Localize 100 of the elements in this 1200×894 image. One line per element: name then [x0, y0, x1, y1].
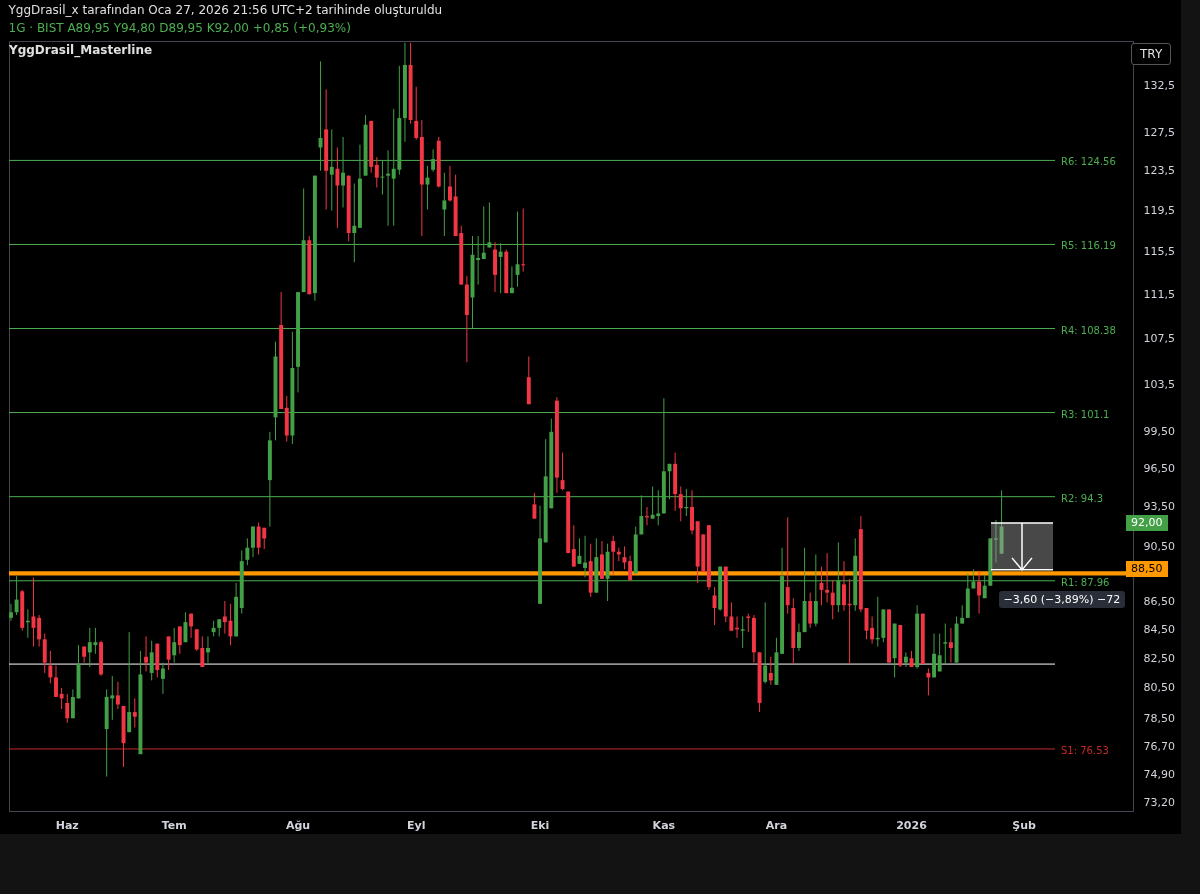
candlestick [903, 651, 908, 668]
candlestick [960, 604, 965, 625]
candlestick [48, 650, 53, 684]
candlestick [639, 494, 644, 535]
y-tick-label: 115,5 [1143, 245, 1175, 259]
x-tick-label: Eki [530, 818, 550, 832]
candlestick [183, 611, 188, 643]
candlestick [115, 681, 120, 710]
ref-line-label: R6: 124.56 [1061, 156, 1116, 168]
candlestick [374, 156, 379, 188]
candlestick [729, 601, 734, 632]
x-tick-label: Ara [765, 818, 788, 832]
candlestick [611, 535, 616, 576]
candlestick [127, 631, 132, 733]
candlestick [189, 613, 194, 639]
candlestick [318, 60, 323, 172]
y-tick-label: 80,50 [1143, 681, 1175, 695]
candlestick [132, 697, 137, 729]
band-label: 88,50 [1126, 561, 1168, 578]
candlestick [948, 627, 953, 664]
x-tick-label: 2026 [896, 818, 928, 832]
candlestick [487, 201, 492, 248]
candlestick [937, 633, 942, 672]
candlestick [481, 205, 486, 260]
candlestick [251, 526, 255, 558]
candlestick [943, 623, 948, 665]
candlestick [813, 553, 818, 627]
y-tick-label: 96,50 [1143, 462, 1175, 476]
candlestick [842, 560, 846, 612]
y-tick-label: 103,5 [1143, 377, 1175, 391]
candlestick [819, 566, 824, 606]
candlestick [245, 537, 250, 566]
candlestick [149, 640, 154, 681]
candlestick [628, 555, 633, 581]
candlestick [442, 172, 447, 237]
candlestick [740, 615, 745, 649]
ref-line-label: R3: 101.1 [1061, 408, 1110, 420]
candlestick [54, 665, 58, 698]
candlestick [9, 603, 13, 622]
y-tick-label: 132,5 [1143, 79, 1175, 93]
candlestick [42, 633, 47, 674]
y-tick-label: 107,5 [1143, 331, 1175, 345]
candlestick [571, 524, 576, 568]
y-tick-label: 90,50 [1143, 539, 1175, 553]
ref-line-label: S1: 76.53 [1061, 744, 1109, 756]
candlestick [329, 128, 334, 212]
candlestick [448, 165, 452, 202]
y-tick-label: 74,90 [1143, 768, 1175, 782]
candlestick [166, 635, 171, 671]
candlestick [870, 615, 875, 645]
x-tick-label: Şub [1012, 818, 1037, 832]
candlestick [380, 159, 385, 195]
chart-subtitle: 1G · BIST A89,95 Y94,80 D89,95 K92,00 +0,85 (+0,93%) [8, 21, 351, 35]
annotation: 92,00 [1126, 514, 1168, 531]
candlestick [172, 627, 177, 664]
candlestick [14, 575, 19, 616]
candlestick [70, 688, 75, 719]
y-tick-label: 86,50 [1143, 594, 1175, 608]
candlestick [341, 136, 346, 208]
ref-line-label: R2: 94.3 [1061, 492, 1104, 504]
ref-line-label: R1: 87.96 [1061, 576, 1110, 588]
candlestick [768, 656, 773, 686]
candlestick [808, 592, 813, 629]
candlestick [498, 242, 503, 294]
candlestick [583, 535, 588, 578]
y-tick-label: 78,50 [1143, 711, 1175, 725]
candlestick [37, 614, 42, 648]
candlestick [785, 516, 790, 615]
candlestick [577, 537, 582, 565]
candlestick [993, 519, 998, 564]
candlestick [509, 265, 514, 294]
candlestick [825, 552, 830, 603]
x-tick-label: Haz [55, 818, 79, 832]
x-tick-label: Tem [161, 818, 187, 832]
y-tick-label: 127,5 [1143, 125, 1175, 139]
annotation: YggDrasil_Masterline [9, 43, 153, 57]
candlestick [431, 148, 436, 173]
y-tick-label: 93,50 [1143, 500, 1175, 514]
candlestick [144, 635, 149, 672]
ref-line-label: R4: 108.38 [1061, 324, 1116, 336]
candlestick [763, 601, 768, 684]
y-tick-label: 123,5 [1143, 164, 1175, 178]
y-tick-label: 82,50 [1143, 651, 1175, 665]
annotation: −3,60 (−3,89%) −72 [998, 591, 1126, 609]
chart-title: YggDrasil_x tarafından Oca 27, 2026 21:56 UTC+2 tarihinde oluşturuldu [7, 3, 443, 17]
candlestick [352, 183, 357, 263]
candlestick [830, 579, 835, 620]
candlestick [690, 489, 694, 535]
y-tick-label: 99,50 [1143, 425, 1175, 439]
y-tick-label: 76,70 [1143, 739, 1175, 753]
candlestick [532, 492, 537, 520]
candlestick [222, 600, 227, 635]
y-tick-label: 111,5 [1143, 287, 1175, 301]
candlestick [932, 633, 936, 678]
y-tick-label: 73,20 [1143, 796, 1175, 810]
candlestick [977, 570, 982, 615]
candlestick [796, 623, 801, 652]
ref-line-label: R5: 116.19 [1061, 240, 1116, 252]
y-tick-label: 84,50 [1143, 622, 1175, 636]
candlestick [335, 146, 340, 229]
